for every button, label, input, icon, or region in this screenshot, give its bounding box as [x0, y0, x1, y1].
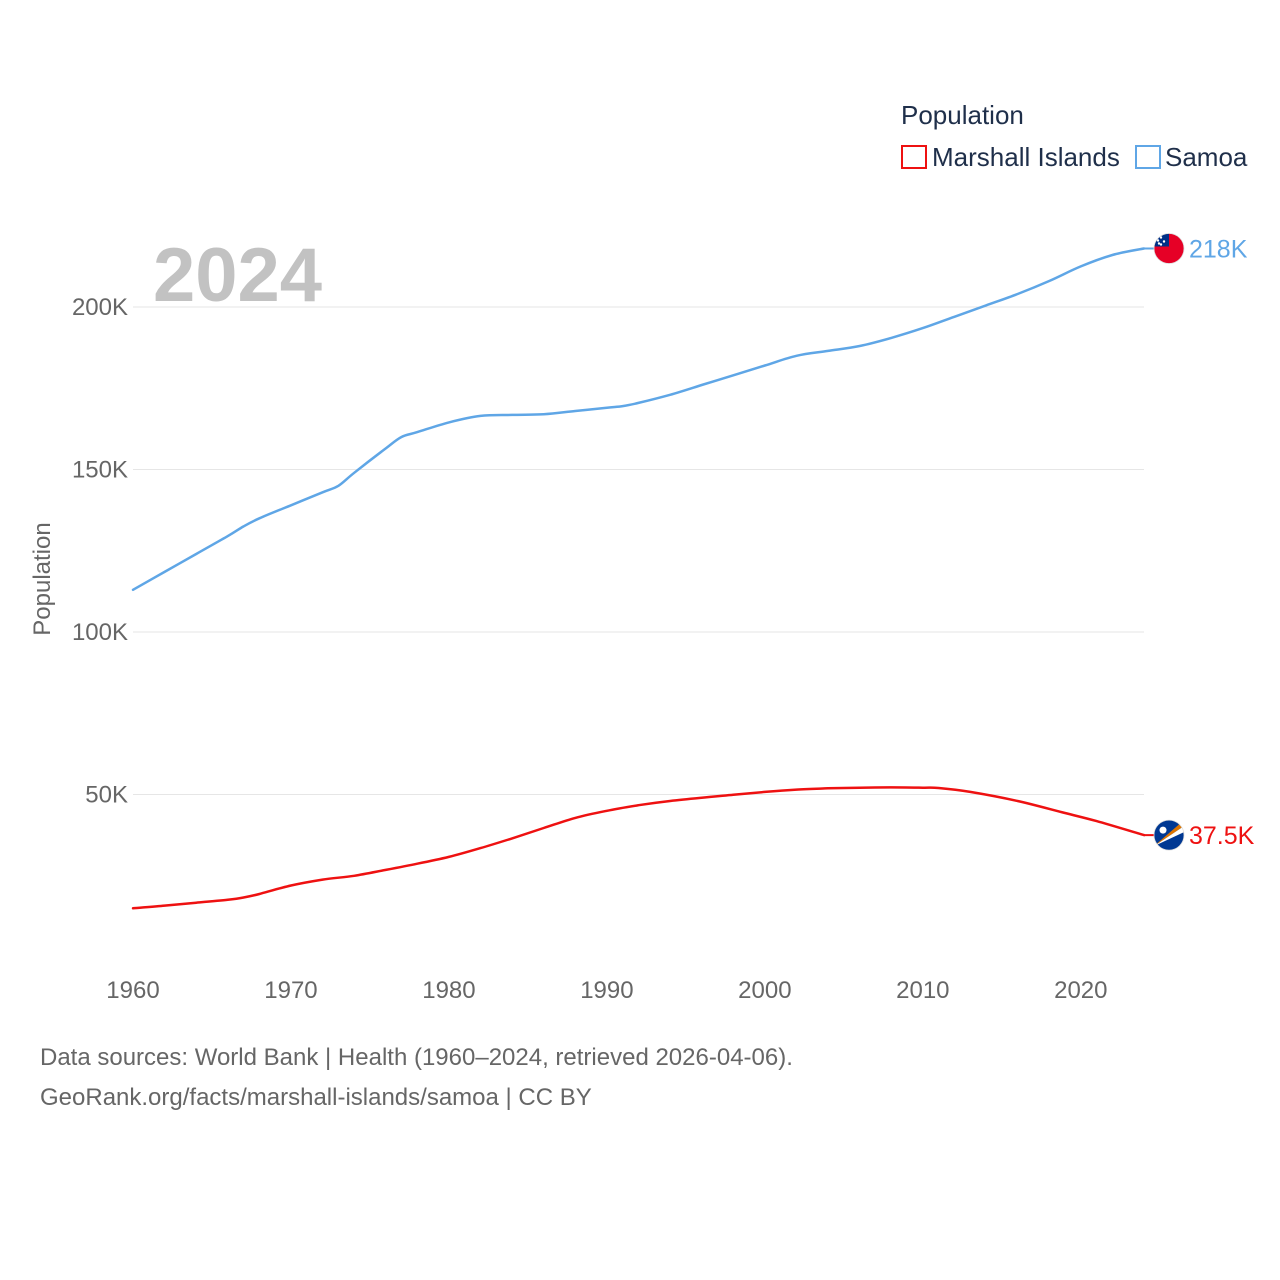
- legend-label-marshall-islands: Marshall Islands: [932, 142, 1120, 172]
- series-line-samoa: [131, 247, 1146, 592]
- y-tick-label: 50K: [85, 782, 128, 809]
- x-tick-label: 1970: [264, 977, 317, 1004]
- legend-title: Population: [901, 100, 1024, 130]
- legend-swatch-samoa: [1135, 145, 1161, 169]
- gridlines: [133, 306, 1144, 795]
- x-axis-ticks: 1960 1970 1980 1990 2000 2010 2020: [106, 977, 1107, 1004]
- x-tick-label: 1960: [106, 977, 159, 1004]
- y-tick-label: 100K: [72, 619, 128, 646]
- y-axis-ticks: 50K 100K 150K 200K: [72, 294, 128, 809]
- end-label-marshall-islands: 37.5K: [1189, 822, 1255, 850]
- y-tick-label: 200K: [72, 294, 128, 321]
- credit-link[interactable]: GeoRank.org/facts/marshall-islands/samoa…: [40, 1084, 592, 1111]
- x-tick-label: 2020: [1054, 977, 1107, 1004]
- y-tick-label: 150K: [72, 457, 128, 484]
- end-label-samoa: 218K: [1189, 236, 1248, 264]
- series-lines: [131, 247, 1146, 910]
- series-end-markers: 37.5K 218K: [1144, 233, 1255, 851]
- year-label: 2024: [153, 233, 322, 318]
- legend[interactable]: Population Marshall Islands Samoa: [901, 100, 1248, 172]
- x-tick-label: 1990: [580, 977, 633, 1004]
- legend-item-samoa[interactable]: Samoa: [1135, 142, 1248, 172]
- marshall-islands-flag-icon: [1153, 819, 1185, 851]
- data-source-note: Data sources: World Bank | Health (1960–…: [40, 1044, 793, 1071]
- legend-item-marshall-islands[interactable]: Marshall Islands: [901, 142, 1120, 172]
- x-tick-label: 1980: [422, 977, 475, 1004]
- series-line-marshall-islands: [131, 786, 1146, 910]
- legend-label-samoa: Samoa: [1165, 142, 1248, 172]
- legend-swatch-marshall-islands: [901, 145, 927, 169]
- x-tick-label: 2000: [738, 977, 791, 1004]
- samoa-flag-icon: [1153, 233, 1185, 264]
- y-axis-title: Population: [29, 522, 56, 635]
- x-tick-label: 2010: [896, 977, 949, 1004]
